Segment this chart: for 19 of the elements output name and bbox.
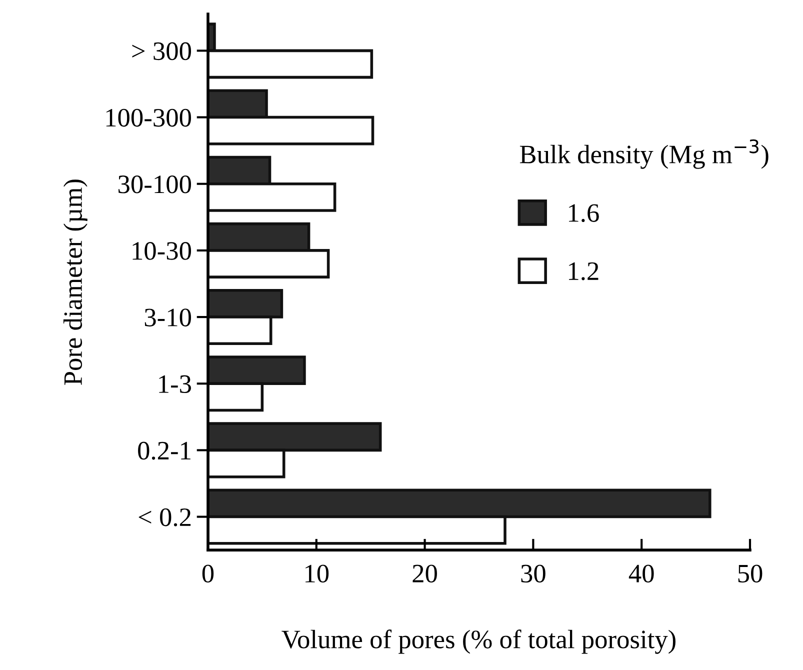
y-tick-label: < 0.2	[138, 508, 191, 526]
x-tick-label: 20	[412, 564, 437, 583]
x-axis-title: Volume of pores (% of total porosity)	[282, 630, 676, 654]
legend-label: 1.2	[569, 262, 598, 280]
y-tick-label: 3-10	[144, 308, 191, 326]
y-tick-label: 10-30	[132, 242, 191, 260]
legend-title: Bulk density (Mg m$^{−3}$)	[520, 139, 768, 169]
y-axis-title: Pore diameter (µm)	[63, 180, 88, 385]
x-tick-label: 40	[628, 564, 654, 583]
y-tick-label: 30-100	[118, 175, 191, 194]
x-tick-label: 30	[521, 564, 546, 583]
y-tick-label: 100-300	[106, 108, 191, 127]
x-tick-label: 0	[202, 564, 214, 583]
y-tick-label: 0.2-1	[138, 442, 190, 460]
x-tick-label: 50	[738, 564, 762, 583]
y-tick-label: > 300	[132, 42, 191, 60]
x-tick-label: 10	[306, 564, 329, 583]
y-tick-label: 1-3	[159, 375, 191, 394]
legend-label: 1.6	[569, 204, 599, 222]
